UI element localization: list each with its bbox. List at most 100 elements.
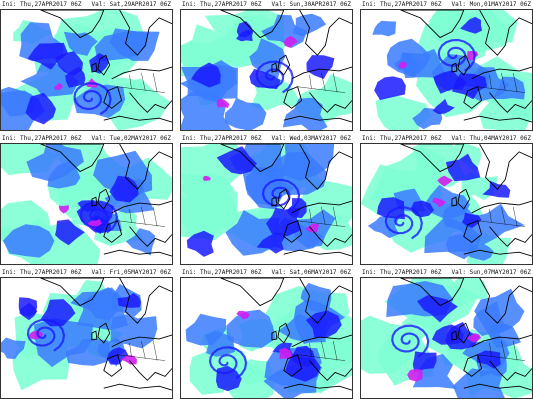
moisture-area-mid: [76, 287, 129, 331]
country-borders: [477, 72, 526, 93]
forecast-panel: Ini: Thu,27APR2017 06Z Val: Sat,29APR201…: [0, 0, 173, 131]
moisture-peak: [407, 368, 423, 382]
coastline-europe: [283, 334, 352, 381]
moisture-area-dark: [55, 219, 85, 246]
moisture-map: [0, 9, 173, 131]
valid-time-label: Val: Thu,04MAY2017 06Z: [451, 135, 531, 142]
moisture-area-mid: [226, 309, 276, 348]
moisture-map: [0, 277, 173, 399]
coastline-north-africa: [283, 115, 352, 123]
coastline-north-africa: [463, 115, 532, 123]
country-borders: [117, 206, 166, 227]
moisture-area-light: [361, 315, 413, 374]
moisture-area-dark: [76, 202, 114, 234]
moisture-map: [180, 143, 353, 265]
coastline-scandinavia: [119, 10, 172, 56]
forecast-panel: Ini: Thu,27APR2017 06Z Val: Tue,02MAY201…: [0, 134, 173, 265]
coastline-scandinavia: [119, 144, 172, 190]
coastline-greenland: [220, 278, 285, 307]
moisture-area-mid: [386, 38, 431, 78]
moisture-area-dark: [306, 55, 335, 79]
coastline-greenland: [400, 278, 465, 307]
cyclone-swirl: [384, 206, 423, 240]
coastline-europe: [103, 66, 172, 113]
moisture-area-mid: [94, 30, 149, 62]
moisture-area-mid: [63, 31, 98, 56]
country-borders: [477, 206, 526, 227]
init-time-label: Ini: Thu,27APR2017 06Z: [182, 269, 262, 276]
panel-header: Ini: Thu,27APR2017 06Z Val: Mon,01MAY201…: [360, 0, 533, 9]
init-time-label: Ini: Thu,27APR2017 06Z: [362, 135, 442, 142]
coastline-greenland: [400, 10, 465, 39]
cyclone-swirl: [26, 318, 66, 352]
moisture-area-mid: [282, 97, 328, 130]
moisture-area-dark: [236, 21, 253, 38]
moisture-area-dark: [65, 66, 86, 88]
moisture-area-mid: [300, 282, 332, 313]
moisture-peak: [278, 347, 293, 359]
cyclone-swirl: [437, 38, 476, 72]
moisture-area-dark: [117, 292, 141, 308]
panel-header: Ini: Thu,27APR2017 06Z Val: Thu,04MAY201…: [360, 134, 533, 143]
coastline-greenland: [220, 10, 285, 39]
coastline-europe: [463, 200, 532, 247]
moisture-area-dark: [109, 175, 139, 203]
moisture-area-dark: [476, 350, 501, 369]
coastline-british-isles: [271, 188, 291, 210]
init-time-label: Ini: Thu,27APR2017 06Z: [2, 1, 82, 8]
moisture-area-mid: [292, 13, 327, 37]
coastline-british-isles: [451, 54, 471, 76]
moisture-area-dark: [256, 232, 287, 254]
coastline-british-isles: [451, 322, 471, 344]
country-borders: [297, 340, 346, 361]
moisture-area-dark: [266, 207, 302, 237]
moisture-area-dark: [216, 146, 257, 175]
moisture-area-dark: [482, 180, 511, 198]
moisture-area-mid: [372, 20, 397, 37]
moisture-area-dark: [305, 310, 342, 338]
coastline-scandinavia: [299, 278, 352, 324]
moisture-area-dark: [25, 92, 57, 125]
moisture-area-mid: [2, 224, 55, 258]
valid-time-label: Val: Fri,05MAY2017 06Z: [91, 269, 171, 276]
moisture-area-mid: [34, 318, 94, 368]
moisture-area-mid: [493, 76, 525, 100]
panel-header: Ini: Thu,27APR2017 06Z Val: Sun,30APR201…: [180, 0, 353, 9]
moisture-area-mid: [445, 233, 477, 253]
coastline-greenland: [40, 10, 105, 39]
init-time-label: Ini: Thu,27APR2017 06Z: [2, 269, 82, 276]
coastline-scandinavia: [479, 144, 532, 190]
moisture-map: [180, 9, 353, 131]
moisture-map: [180, 277, 353, 399]
moisture-peak: [121, 355, 138, 365]
coastline-scandinavia: [479, 10, 532, 56]
moisture-map: [360, 143, 533, 265]
moisture-area-mid: [125, 228, 156, 256]
moisture-area-mid: [1, 337, 26, 360]
panel-header: Ini: Thu,27APR2017 06Z Val: Tue,02MAY201…: [0, 134, 173, 143]
moisture-area-dark: [460, 16, 483, 34]
moisture-area-dark: [291, 345, 316, 367]
forecast-panel: Ini: Thu,27APR2017 06Z Val: Mon,01MAY201…: [360, 0, 533, 131]
coastline-british-isles: [451, 188, 471, 210]
valid-time-label: Val: Sun,30APR2017 06Z: [271, 1, 351, 8]
valid-time-label: Val: Tue,02MAY2017 06Z: [91, 135, 171, 142]
cyclone-swirl: [391, 324, 430, 358]
coastline-scandinavia: [119, 278, 172, 324]
coastline-north-africa: [463, 249, 532, 257]
coastline-europe: [463, 66, 532, 113]
cyclone-swirl: [79, 200, 119, 234]
valid-time-label: Val: Sat,29APR2017 06Z: [91, 1, 171, 8]
moisture-map: [360, 277, 533, 399]
country-borders: [477, 340, 526, 361]
country-borders: [117, 340, 166, 361]
coastline-europe: [103, 200, 172, 247]
moisture-area-dark: [374, 76, 406, 101]
moisture-area-dark: [433, 70, 467, 94]
moisture-area-mid: [205, 331, 235, 357]
panel-header: Ini: Thu,27APR2017 06Z Val: Sat,06MAY201…: [180, 268, 353, 277]
coastline-scandinavia: [299, 10, 352, 56]
country-borders: [297, 72, 346, 93]
moisture-peak: [236, 310, 250, 320]
